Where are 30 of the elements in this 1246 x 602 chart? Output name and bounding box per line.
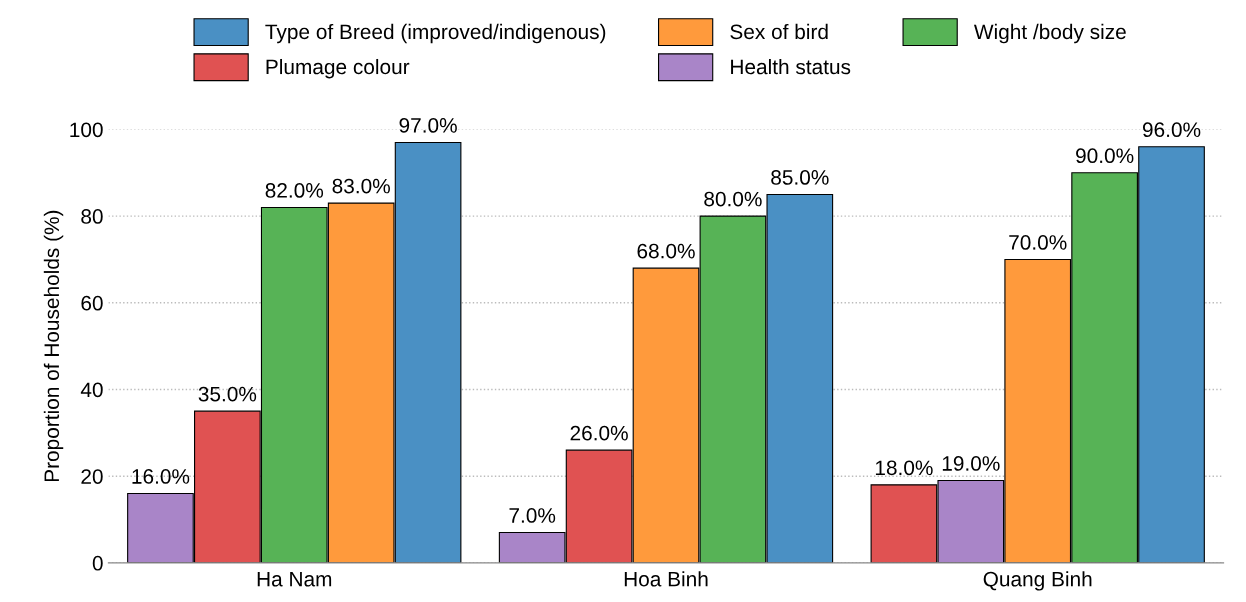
data-label: 18.0% [875, 460, 933, 476]
data-label: 7.0% [509, 508, 556, 523]
data-label: 68.0% [637, 243, 695, 259]
data-label: 80.0% [704, 191, 762, 207]
data-label: 35.0% [198, 386, 257, 402]
data-label: 85.0% [771, 170, 829, 185]
x-tick-label: Ha Nam [257, 571, 332, 587]
data-label: 26.0% [570, 425, 628, 441]
legend-label: Health status [731, 58, 851, 75]
y-axis-title: Proportion of Households (%) [43, 210, 64, 482]
data-label: 19.0% [942, 456, 1000, 471]
data-label: 83.0% [332, 178, 390, 194]
y-tick-label: 40 [80, 382, 103, 398]
data-label: 16.0% [132, 469, 190, 484]
y-tick-label: 80 [81, 209, 103, 224]
data-label: 90.0% [1076, 148, 1134, 164]
x-tick-label: Quang Binh [983, 571, 1092, 591]
y-tick-label: 20 [81, 469, 103, 484]
data-label: 70.0% [1009, 235, 1067, 250]
legend-label: Wight /body size [973, 23, 1126, 44]
legend-label: Type of Breed (improved/indigenous) [265, 23, 606, 44]
data-label: 96.0% [1142, 122, 1201, 138]
x-tick-label: Hoa Binh [624, 571, 708, 587]
y-tick-label: 100 [70, 122, 103, 138]
legend-label: Sex of bird [730, 23, 828, 40]
y-tick-label: 60 [81, 295, 103, 311]
y-tick-label: 0 [92, 555, 103, 571]
data-label: 82.0% [265, 183, 324, 198]
legend-label: Plumage colour [266, 58, 410, 79]
data-label: 97.0% [399, 118, 457, 133]
